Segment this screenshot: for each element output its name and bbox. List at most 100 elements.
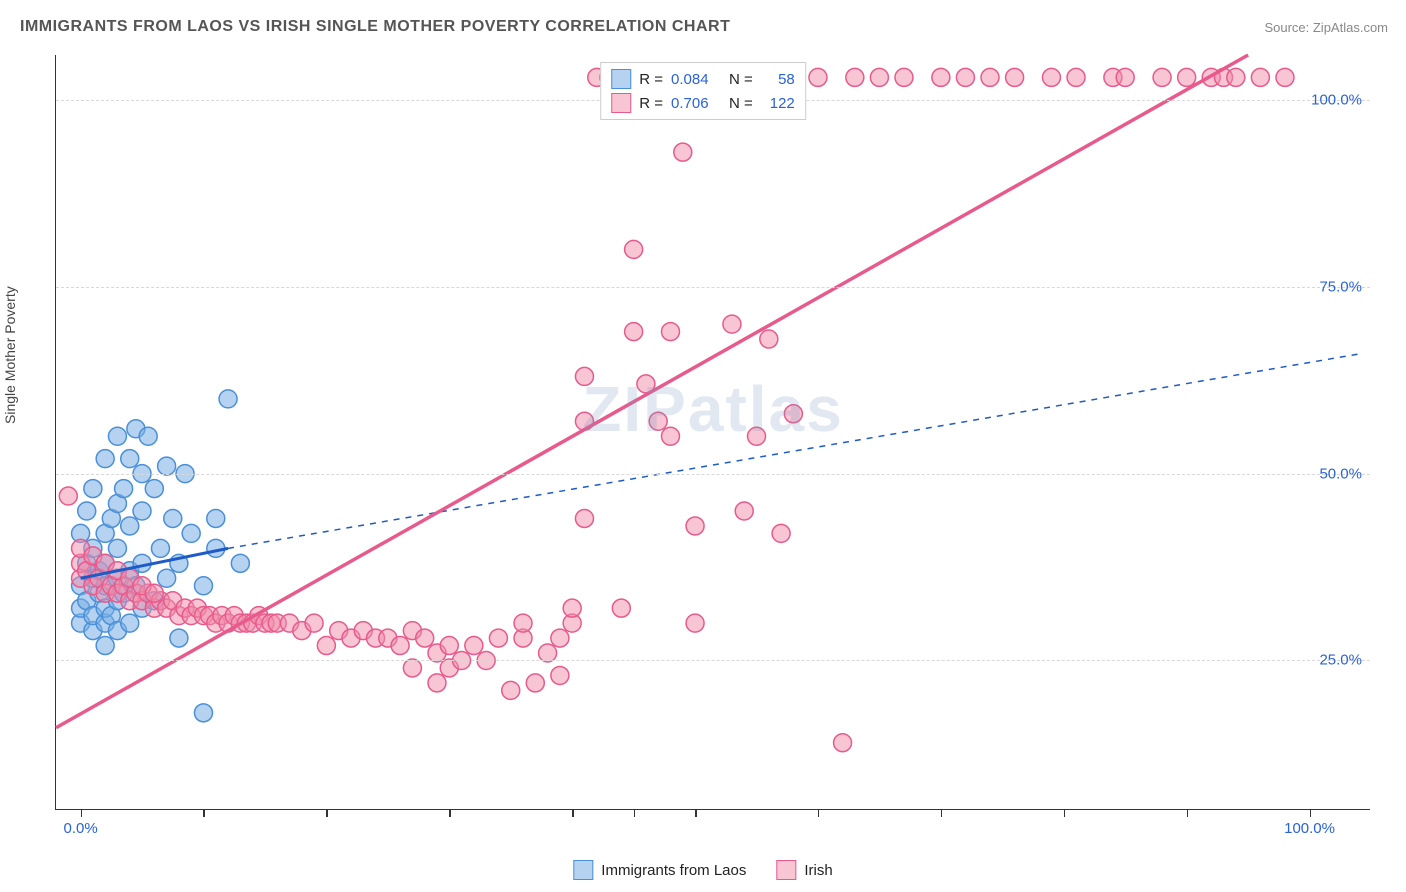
scatter-point	[182, 524, 200, 542]
legend-row: R = 0.706N = 122	[611, 91, 795, 115]
scatter-point	[59, 487, 77, 505]
xtick-mark	[1064, 809, 1066, 817]
legend-r-label: R =	[639, 95, 663, 112]
scatter-point	[133, 502, 151, 520]
xtick-mark	[634, 809, 636, 817]
scatter-point	[78, 502, 96, 520]
scatter-point	[1153, 68, 1171, 86]
scatter-point	[1042, 68, 1060, 86]
legend-swatch	[776, 860, 796, 880]
chart-svg	[56, 55, 1370, 809]
scatter-point	[1276, 68, 1294, 86]
xtick-mark	[572, 809, 574, 817]
legend-n-label: N =	[729, 71, 753, 88]
scatter-point	[846, 68, 864, 86]
scatter-point	[121, 614, 139, 632]
scatter-point	[1251, 68, 1269, 86]
legend-r-value: 0.084	[671, 71, 721, 88]
legend-swatch	[611, 93, 631, 113]
xtick-mark	[1187, 809, 1189, 817]
correlation-legend: R = 0.084 N = 58 R = 0.706N = 122	[600, 62, 806, 120]
ytick-label: 100.0%	[1311, 91, 1362, 108]
scatter-point	[539, 644, 557, 662]
legend-swatch	[573, 860, 593, 880]
legend-item: Irish	[776, 860, 832, 880]
ytick-label: 50.0%	[1319, 465, 1362, 482]
scatter-point	[1227, 68, 1245, 86]
scatter-point	[440, 637, 458, 655]
gridline	[56, 287, 1370, 288]
scatter-point	[317, 637, 335, 655]
scatter-point	[1067, 68, 1085, 86]
scatter-point	[158, 457, 176, 475]
scatter-point	[526, 674, 544, 692]
scatter-point	[96, 450, 114, 468]
xtick-label: 0.0%	[63, 820, 97, 837]
scatter-point	[139, 427, 157, 445]
scatter-point	[932, 68, 950, 86]
legend-r-label: R =	[639, 71, 663, 88]
xtick-mark	[449, 809, 451, 817]
scatter-point	[305, 614, 323, 632]
scatter-point	[84, 480, 102, 498]
series-legend: Immigrants from LaosIrish	[573, 860, 832, 880]
xtick-mark	[81, 809, 83, 817]
scatter-point	[809, 68, 827, 86]
gridline	[56, 660, 1370, 661]
legend-r-value: 0.706	[671, 95, 721, 112]
ytick-label: 25.0%	[1319, 652, 1362, 669]
scatter-point	[551, 666, 569, 684]
scatter-point	[416, 629, 434, 647]
scatter-point	[575, 509, 593, 527]
scatter-point	[121, 517, 139, 535]
scatter-point	[686, 517, 704, 535]
scatter-point	[735, 502, 753, 520]
scatter-point	[96, 637, 114, 655]
plot-area: ZIPatlas 25.0%50.0%75.0%100.0%0.0%100.0%	[55, 55, 1370, 810]
scatter-point	[403, 659, 421, 677]
scatter-point	[760, 330, 778, 348]
legend-n-value: 122	[761, 95, 795, 112]
scatter-point	[465, 637, 483, 655]
scatter-point	[625, 323, 643, 341]
xtick-mark	[695, 809, 697, 817]
scatter-point	[661, 323, 679, 341]
scatter-point	[489, 629, 507, 647]
scatter-point	[514, 614, 532, 632]
trendline-dashed	[228, 354, 1359, 548]
y-axis-label: Single Mother Poverty	[2, 286, 18, 424]
scatter-point	[145, 584, 163, 602]
xtick-label: 100.0%	[1284, 820, 1335, 837]
scatter-point	[121, 450, 139, 468]
scatter-point	[194, 577, 212, 595]
scatter-point	[674, 143, 692, 161]
scatter-point	[108, 427, 126, 445]
scatter-point	[551, 629, 569, 647]
legend-row: R = 0.084 N = 58	[611, 67, 795, 91]
scatter-point	[625, 240, 643, 258]
legend-n-value: 58	[761, 71, 795, 88]
scatter-point	[502, 681, 520, 699]
scatter-point	[1178, 68, 1196, 86]
scatter-point	[748, 427, 766, 445]
scatter-point	[784, 405, 802, 423]
scatter-point	[956, 68, 974, 86]
xtick-mark	[818, 809, 820, 817]
scatter-point	[575, 367, 593, 385]
scatter-point	[661, 427, 679, 445]
scatter-point	[981, 68, 999, 86]
legend-label: Irish	[804, 862, 832, 879]
xtick-mark	[1310, 809, 1312, 817]
scatter-point	[870, 68, 888, 86]
scatter-point	[170, 629, 188, 647]
scatter-point	[219, 390, 237, 408]
scatter-point	[612, 599, 630, 617]
scatter-point	[686, 614, 704, 632]
trendline	[56, 55, 1248, 728]
scatter-point	[207, 509, 225, 527]
xtick-mark	[941, 809, 943, 817]
gridline	[56, 474, 1370, 475]
ytick-label: 75.0%	[1319, 278, 1362, 295]
scatter-point	[108, 539, 126, 557]
scatter-point	[151, 539, 169, 557]
